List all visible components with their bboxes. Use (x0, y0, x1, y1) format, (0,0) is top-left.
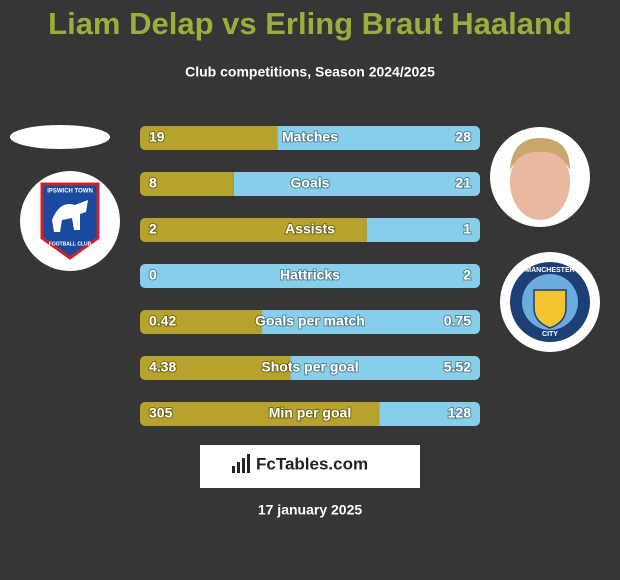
bar-right (290, 356, 480, 380)
bar-right (233, 172, 480, 196)
row-label: Goals (291, 175, 330, 191)
bar-left (140, 218, 367, 242)
row-label: Assists (285, 221, 335, 237)
bar-right (366, 218, 480, 242)
row-label: Matches (282, 129, 338, 145)
row (140, 264, 480, 288)
bar-right (277, 126, 480, 150)
bar-right (379, 402, 480, 426)
left-value: 2 (149, 221, 157, 237)
right-value: 2 (463, 267, 471, 283)
brand-icon (232, 454, 250, 473)
bar-right (140, 264, 480, 288)
left-value: 8 (149, 175, 157, 191)
left-value: 0.42 (149, 313, 176, 329)
row (140, 218, 480, 242)
logo-text: IPSWICH TOWN (47, 189, 93, 195)
left-value: 305 (149, 405, 173, 421)
row (140, 356, 480, 380)
brand: FcTables.com (256, 454, 368, 473)
row-label: Shots per goal (261, 359, 358, 375)
logo-text: MANCHESTER (525, 267, 574, 274)
bar-left (140, 356, 291, 380)
face (510, 144, 570, 220)
bar-left (140, 310, 263, 334)
date: 17 january 2025 (258, 502, 363, 518)
right-value: 28 (455, 129, 471, 145)
right-value: 21 (455, 175, 471, 191)
left-value: 19 (149, 129, 165, 145)
row-label: Goals per match (255, 313, 365, 329)
right-value: 1 (463, 221, 471, 237)
row (140, 126, 480, 150)
bar-left (140, 172, 234, 196)
right-value: 128 (448, 405, 472, 421)
horse (52, 200, 88, 232)
row (140, 402, 480, 426)
left-value: 4.38 (149, 359, 176, 375)
bar-right (262, 310, 480, 334)
right-value: 5.52 (444, 359, 471, 375)
row (140, 310, 480, 334)
row (140, 172, 480, 196)
row-label: Hattricks (280, 267, 340, 283)
row-label: Min per goal (269, 405, 351, 421)
badge-shield (533, 289, 567, 329)
left-value: 0 (149, 267, 157, 283)
logo-text: CITY (542, 331, 558, 338)
logo-text: FOOTBALL CLUB (49, 241, 92, 247)
brand-box (200, 445, 420, 488)
subtitle: Club competitions, Season 2024/2025 (185, 64, 435, 80)
right-value: 0.75 (444, 313, 471, 329)
placeholder-ellipse (10, 125, 110, 149)
title: Liam Delap vs Erling Braut Haaland (48, 6, 572, 41)
bar-left (140, 402, 380, 426)
bar-left (140, 126, 278, 150)
hair (510, 138, 570, 170)
